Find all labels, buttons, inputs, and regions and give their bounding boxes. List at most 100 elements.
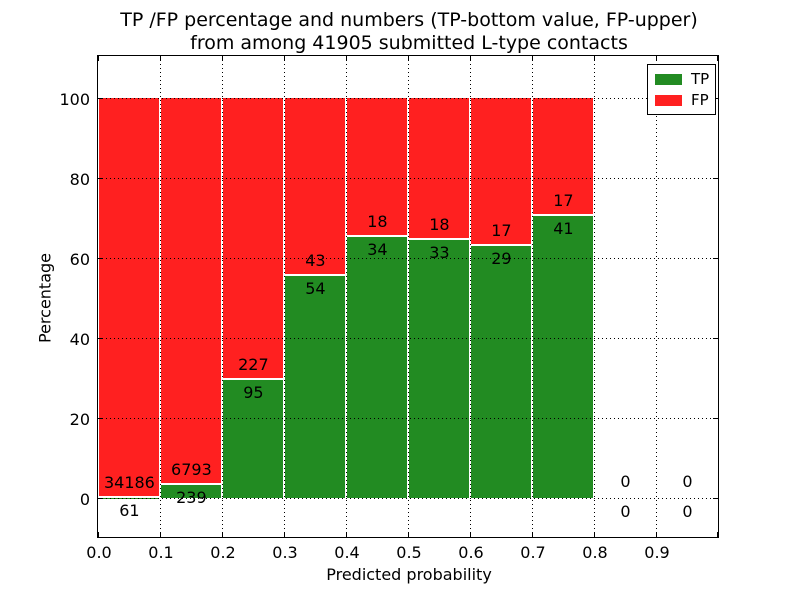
x-tick-bottom xyxy=(716,532,718,538)
fp-legend-label: FP xyxy=(691,91,709,109)
x-tick-label-0.1: 0.1 xyxy=(148,543,174,562)
v-gridline-0.5 xyxy=(407,56,409,538)
x-tick-label-0.8: 0.8 xyxy=(582,543,608,562)
bar-fp-0.5-0.6 xyxy=(409,98,470,240)
y-tick-label-100: 100 xyxy=(59,90,90,109)
y-tick-right xyxy=(713,177,719,179)
y-tick-left xyxy=(98,257,104,259)
x-tick-label-0.4: 0.4 xyxy=(334,543,360,562)
x-tick-top xyxy=(283,56,285,62)
x-tick-bottom xyxy=(469,532,471,538)
x-tick-bottom xyxy=(97,532,99,538)
v-gridline-0.6 xyxy=(469,56,471,538)
x-tick-top xyxy=(655,56,657,62)
tp-count-label-0.9-1.0: 0 xyxy=(682,502,693,522)
bar-fp-0.7-0.8 xyxy=(533,98,594,216)
tp-count-label-0.0-0.1: 61 xyxy=(119,500,140,520)
v-gridline-0.3 xyxy=(283,56,285,538)
fp-count-label-0.5-0.6: 18 xyxy=(429,214,450,234)
tp-count-label-0.6-0.7: 29 xyxy=(491,249,512,269)
bar-tp-0.3-0.4 xyxy=(285,275,346,499)
tp-legend-label: TP xyxy=(691,70,710,88)
x-tick-label-0.9: 0.9 xyxy=(644,543,670,562)
fp-count-label-0.9-1.0: 0 xyxy=(682,472,693,492)
x-tick-label-0.3: 0.3 xyxy=(272,543,298,562)
plot-area: 34186 61 6793 239 227 95 43 54 18 34 18 33 17 29 17 41 0… xyxy=(97,55,720,539)
x-tick-label-0.2: 0.2 xyxy=(210,543,236,562)
fp-count-label-0.6-0.7: 17 xyxy=(491,221,512,241)
v-gridline-0.1 xyxy=(159,56,161,538)
bar-tp-0.1-0.2 xyxy=(161,484,222,499)
x-tick-bottom xyxy=(221,532,223,538)
x-tick-label-0.0: 0.0 xyxy=(86,543,112,562)
fp-count-label-0.8-0.9: 0 xyxy=(620,472,631,492)
x-tick-top xyxy=(469,56,471,62)
y-tick-left xyxy=(98,417,104,419)
v-gridline-0.7 xyxy=(531,56,533,538)
y-tick-label-0: 0 xyxy=(79,490,90,509)
bar-tp-0.4-0.5 xyxy=(347,236,408,499)
x-tick-bottom xyxy=(345,532,347,538)
bar-fp-0.0-0.1 xyxy=(99,98,160,498)
x-tick-top xyxy=(407,56,409,62)
legend-item-fp: FP xyxy=(648,92,715,108)
bar-tp-0.5-0.6 xyxy=(409,239,470,499)
x-tick-bottom xyxy=(283,532,285,538)
bar-tp-0.2-0.3 xyxy=(223,380,284,499)
fp-count-label-0.1-0.2: 6793 xyxy=(171,459,212,479)
x-tick-label-0.6: 0.6 xyxy=(458,543,484,562)
bar-tp-0.7-0.8 xyxy=(533,215,594,499)
x-tick-label-0.7: 0.7 xyxy=(520,543,546,562)
x-tick-top xyxy=(221,56,223,62)
x-tick-bottom xyxy=(593,532,595,538)
bar-tp-0.6-0.7 xyxy=(471,246,532,499)
x-axis-label: Predicted probability xyxy=(326,565,492,584)
y-tick-label-80: 80 xyxy=(69,170,90,189)
tp-count-label-0.2-0.3: 95 xyxy=(243,383,264,403)
y-tick-left xyxy=(98,337,104,339)
x-tick-bottom xyxy=(655,532,657,538)
tp-count-label-0.7-0.8: 41 xyxy=(553,218,574,238)
y-tick-right xyxy=(713,497,719,499)
fp-count-label-0.4-0.5: 18 xyxy=(367,211,388,231)
tp-legend-swatch xyxy=(655,73,682,85)
y-axis-label: Percentage xyxy=(35,252,55,343)
x-tick-label-0.5: 0.5 xyxy=(396,543,422,562)
tp-count-label-0.8-0.9: 0 xyxy=(620,502,631,522)
x-tick-top xyxy=(593,56,595,62)
v-gridline-0.9 xyxy=(655,56,657,538)
chart-title-line1: TP /FP percentage and numbers (TP-bottom… xyxy=(120,9,698,31)
y-tick-right xyxy=(713,257,719,259)
y-tick-left xyxy=(98,177,104,179)
bar-fp-0.3-0.4 xyxy=(285,98,346,276)
fp-count-label-0.2-0.3: 227 xyxy=(238,355,269,375)
chart-title-line2: from among 41905 submitted L-type contac… xyxy=(190,32,628,54)
tp-count-label-0.4-0.5: 34 xyxy=(367,239,388,259)
v-gridline-0.4 xyxy=(345,56,347,538)
bar-fp-0.6-0.7 xyxy=(471,98,532,247)
chart-title: TP /FP percentage and numbers (TP-bottom… xyxy=(99,9,719,55)
x-tick-top xyxy=(531,56,533,62)
y-tick-label-40: 40 xyxy=(69,330,90,349)
fp-legend-swatch xyxy=(655,94,682,106)
y-tick-right xyxy=(713,417,719,419)
bar-fp-0.4-0.5 xyxy=(347,98,408,237)
y-tick-label-20: 20 xyxy=(69,410,90,429)
fp-count-label-0.7-0.8: 17 xyxy=(553,190,574,210)
v-gridline-0.8 xyxy=(593,56,595,538)
v-gridline-0.2 xyxy=(221,56,223,538)
legend-item-tp: TP xyxy=(648,71,715,87)
tp-count-label-0.3-0.4: 54 xyxy=(305,278,326,298)
bar-fp-0.1-0.2 xyxy=(161,98,222,485)
y-tick-label-60: 60 xyxy=(69,250,90,269)
x-tick-top xyxy=(159,56,161,62)
tp-count-label-0.5-0.6: 33 xyxy=(429,242,450,262)
x-tick-bottom xyxy=(407,532,409,538)
bar-fp-0.2-0.3 xyxy=(223,98,284,381)
y-tick-left xyxy=(98,97,104,99)
x-tick-top xyxy=(345,56,347,62)
x-tick-top xyxy=(97,56,99,62)
x-tick-top xyxy=(716,56,718,62)
legend: TP FP xyxy=(647,64,716,115)
